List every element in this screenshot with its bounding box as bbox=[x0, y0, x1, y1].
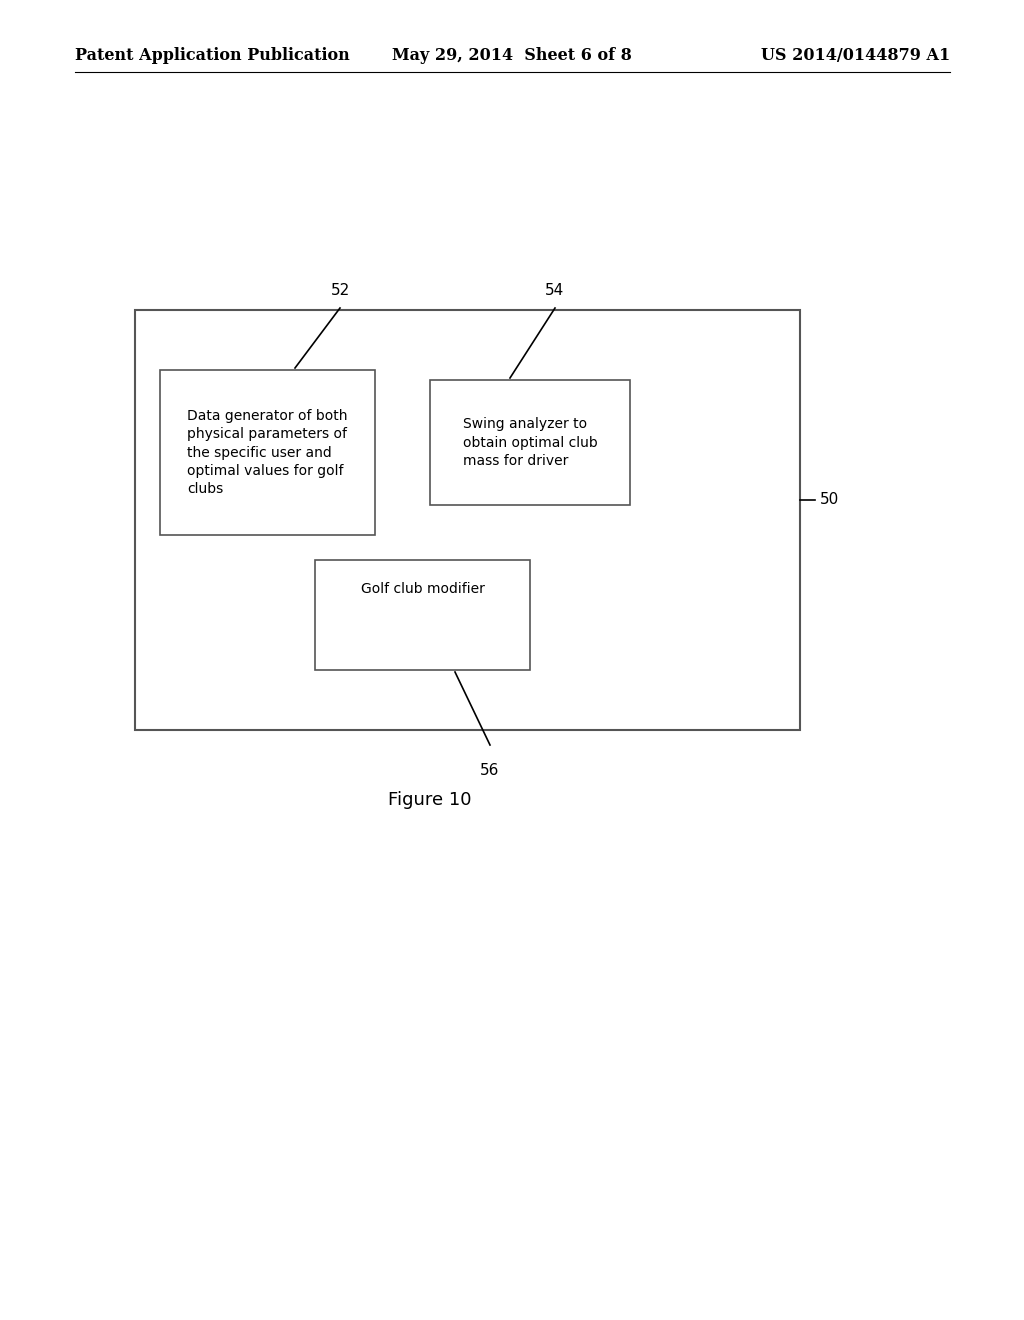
Text: Swing analyzer to
obtain optimal club
mass for driver: Swing analyzer to obtain optimal club ma… bbox=[463, 417, 597, 467]
Text: Data generator of both
physical parameters of
the specific user and
optimal valu: Data generator of both physical paramete… bbox=[187, 409, 348, 496]
Text: May 29, 2014  Sheet 6 of 8: May 29, 2014 Sheet 6 of 8 bbox=[392, 46, 632, 63]
Bar bbox=[430, 380, 630, 506]
Text: 54: 54 bbox=[546, 282, 564, 298]
Text: US 2014/0144879 A1: US 2014/0144879 A1 bbox=[761, 46, 950, 63]
Text: 56: 56 bbox=[480, 763, 500, 777]
Text: 52: 52 bbox=[331, 282, 349, 298]
Bar bbox=[315, 560, 530, 671]
Bar bbox=[160, 370, 375, 535]
Text: Patent Application Publication: Patent Application Publication bbox=[75, 46, 350, 63]
Bar bbox=[135, 310, 800, 730]
Text: Golf club modifier: Golf club modifier bbox=[360, 582, 484, 597]
Text: Figure 10: Figure 10 bbox=[388, 791, 472, 809]
Text: 50: 50 bbox=[820, 492, 840, 507]
